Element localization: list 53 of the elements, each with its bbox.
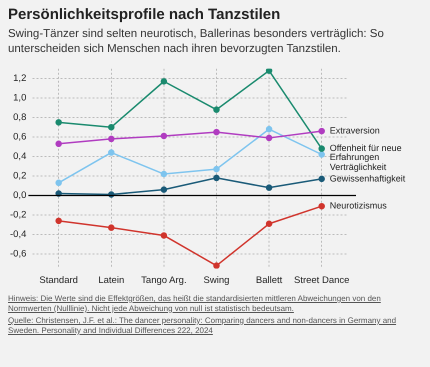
source-note: Quelle: Christensen, J.F. et al.: The dancer personality: Comparing dancers and non-dancers in Germany and Sweden. Personality and Individual Differences 222, 2024 (8, 316, 398, 336)
point (266, 134, 272, 142)
point (55, 179, 62, 186)
point (160, 170, 168, 178)
series-label: Verträglichkeit (330, 162, 387, 172)
y-tick-label: 1,2 (13, 72, 26, 84)
y-tick-label: -0,6 (10, 248, 26, 260)
series-label: Extraversion (330, 125, 380, 136)
point (318, 128, 325, 134)
point (213, 128, 220, 136)
y-tick-label: 1,0 (13, 92, 26, 104)
point (213, 174, 220, 182)
y-tick-label: -0,4 (10, 228, 26, 240)
text: Hinweis: Die Werte sind die Effektgrößen, das heißt die standardisierten mittleren Abweichungen von den Normwerten (Nulllinie). Nicht jede Abweichung von null ist statistisch bedeutsam. (8, 294, 382, 314)
point (55, 217, 62, 224)
point (55, 118, 62, 126)
point (108, 136, 115, 142)
x-tick-label: Tango Arg. (141, 274, 187, 286)
point (213, 106, 220, 113)
chart-title: Persönlichkeitsprofile nach Tanzstilen (8, 6, 282, 23)
x-tick-label: Ballett (256, 274, 283, 286)
x-tick-label: Latein (98, 274, 124, 286)
point (266, 68, 272, 74)
y-tick-label: 0,8 (13, 112, 26, 123)
y-tick-label: 0,0 (13, 190, 26, 201)
point (108, 149, 115, 156)
chart-subtitle: Swing-Tänzer sind selten neurotisch, Ballerinas besonders verträglich: So unterscheiden sich Menschen nach ihren bevorzugten Tanzstilen. (8, 27, 385, 57)
point (55, 140, 62, 147)
y-tick-label: 0,6 (13, 131, 26, 142)
point (108, 224, 115, 231)
y-tick-label: -0,2 (10, 209, 26, 220)
point (108, 124, 115, 130)
point (160, 132, 168, 140)
y-tick-label: 0,4 (13, 150, 26, 162)
point (266, 126, 272, 132)
point (266, 184, 272, 191)
point (318, 145, 325, 152)
point (213, 262, 220, 268)
point (318, 202, 325, 210)
point (318, 151, 325, 158)
point (160, 232, 168, 239)
x-tick-label: Standard (39, 274, 78, 286)
series-label: Gewissenhaftigkeit (330, 173, 406, 184)
series-label: Offenheit für neue Erfahrungen (330, 143, 402, 162)
point (266, 220, 272, 227)
point (160, 78, 168, 84)
series-label: Neurotizismus (330, 200, 388, 211)
x-tick-label: Street Dance (294, 274, 350, 286)
point (213, 166, 220, 172)
y-tick-label: 0,2 (13, 170, 26, 182)
x-tick-label: Swing (204, 274, 230, 286)
point (160, 186, 168, 193)
point (318, 176, 325, 182)
